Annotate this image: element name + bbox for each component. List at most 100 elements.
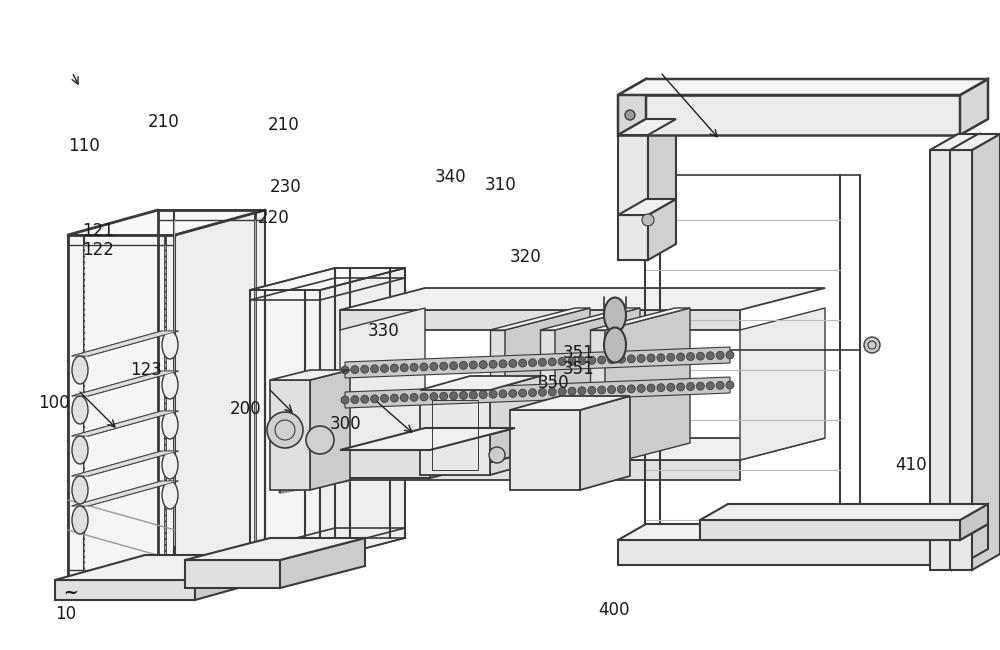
Polygon shape (72, 451, 178, 476)
Circle shape (390, 394, 398, 402)
Polygon shape (618, 79, 988, 95)
Circle shape (538, 388, 546, 396)
Text: 330: 330 (368, 322, 400, 341)
Polygon shape (490, 330, 505, 465)
Circle shape (657, 354, 665, 361)
Circle shape (677, 353, 685, 361)
Ellipse shape (72, 476, 88, 504)
Ellipse shape (162, 451, 178, 479)
Polygon shape (590, 308, 690, 330)
Polygon shape (72, 371, 178, 396)
Circle shape (529, 389, 537, 396)
Circle shape (450, 392, 458, 400)
Circle shape (459, 361, 467, 369)
Circle shape (361, 365, 369, 373)
Circle shape (667, 354, 675, 361)
Polygon shape (55, 555, 285, 580)
Polygon shape (930, 134, 980, 150)
Text: 350: 350 (538, 374, 570, 393)
Circle shape (716, 352, 724, 359)
Circle shape (696, 382, 704, 390)
Circle shape (371, 365, 379, 373)
Circle shape (267, 412, 303, 448)
Polygon shape (250, 268, 405, 290)
Circle shape (558, 358, 566, 365)
Polygon shape (195, 555, 285, 600)
Circle shape (642, 214, 654, 226)
Polygon shape (68, 210, 265, 235)
Circle shape (420, 363, 428, 371)
Circle shape (410, 363, 418, 371)
Circle shape (598, 356, 606, 364)
Text: ∼: ∼ (63, 584, 77, 602)
Circle shape (450, 362, 458, 370)
Text: 210: 210 (148, 113, 180, 131)
Ellipse shape (604, 328, 626, 363)
Circle shape (479, 361, 487, 369)
Circle shape (568, 387, 576, 395)
Text: 10: 10 (55, 605, 76, 623)
Circle shape (440, 362, 448, 370)
Circle shape (568, 357, 576, 365)
Circle shape (440, 392, 448, 400)
Circle shape (578, 387, 586, 395)
Polygon shape (340, 460, 740, 480)
Circle shape (469, 361, 477, 369)
Circle shape (588, 386, 596, 395)
Polygon shape (185, 538, 365, 560)
Circle shape (306, 426, 334, 454)
Circle shape (538, 358, 546, 367)
Circle shape (617, 356, 625, 363)
Circle shape (430, 393, 438, 400)
Polygon shape (490, 376, 540, 475)
Circle shape (647, 384, 655, 392)
Polygon shape (972, 134, 1000, 570)
Text: 110: 110 (68, 137, 100, 155)
Polygon shape (55, 580, 195, 600)
Polygon shape (340, 288, 825, 310)
Polygon shape (345, 377, 730, 408)
Circle shape (469, 391, 477, 399)
Ellipse shape (162, 411, 178, 439)
Text: 122: 122 (82, 241, 114, 259)
Polygon shape (68, 555, 265, 580)
Circle shape (548, 388, 556, 396)
Text: 310: 310 (485, 176, 517, 194)
Text: 320: 320 (510, 248, 542, 266)
Polygon shape (270, 370, 350, 380)
Polygon shape (930, 150, 952, 570)
Polygon shape (510, 396, 630, 410)
Polygon shape (72, 331, 178, 356)
Circle shape (519, 389, 527, 397)
Polygon shape (72, 411, 178, 436)
Circle shape (361, 395, 369, 403)
Circle shape (548, 358, 556, 366)
Circle shape (489, 360, 497, 369)
Circle shape (509, 389, 517, 397)
Polygon shape (340, 438, 825, 460)
Circle shape (499, 360, 507, 368)
Circle shape (371, 395, 379, 403)
Text: 351: 351 (563, 360, 595, 378)
Circle shape (864, 337, 880, 353)
Circle shape (578, 357, 586, 365)
Polygon shape (700, 504, 988, 520)
Text: 300: 300 (330, 415, 362, 434)
Polygon shape (540, 330, 555, 465)
Polygon shape (648, 119, 676, 215)
Circle shape (509, 359, 517, 367)
Polygon shape (618, 199, 676, 215)
Ellipse shape (162, 481, 178, 509)
Polygon shape (648, 199, 676, 260)
Circle shape (351, 365, 359, 374)
Polygon shape (505, 308, 590, 465)
Polygon shape (555, 308, 640, 465)
Circle shape (625, 110, 635, 120)
Polygon shape (72, 481, 178, 506)
Ellipse shape (72, 506, 88, 534)
Circle shape (489, 447, 505, 463)
Polygon shape (700, 520, 960, 540)
Polygon shape (310, 370, 350, 490)
Circle shape (390, 364, 398, 372)
Text: 410: 410 (895, 456, 927, 474)
